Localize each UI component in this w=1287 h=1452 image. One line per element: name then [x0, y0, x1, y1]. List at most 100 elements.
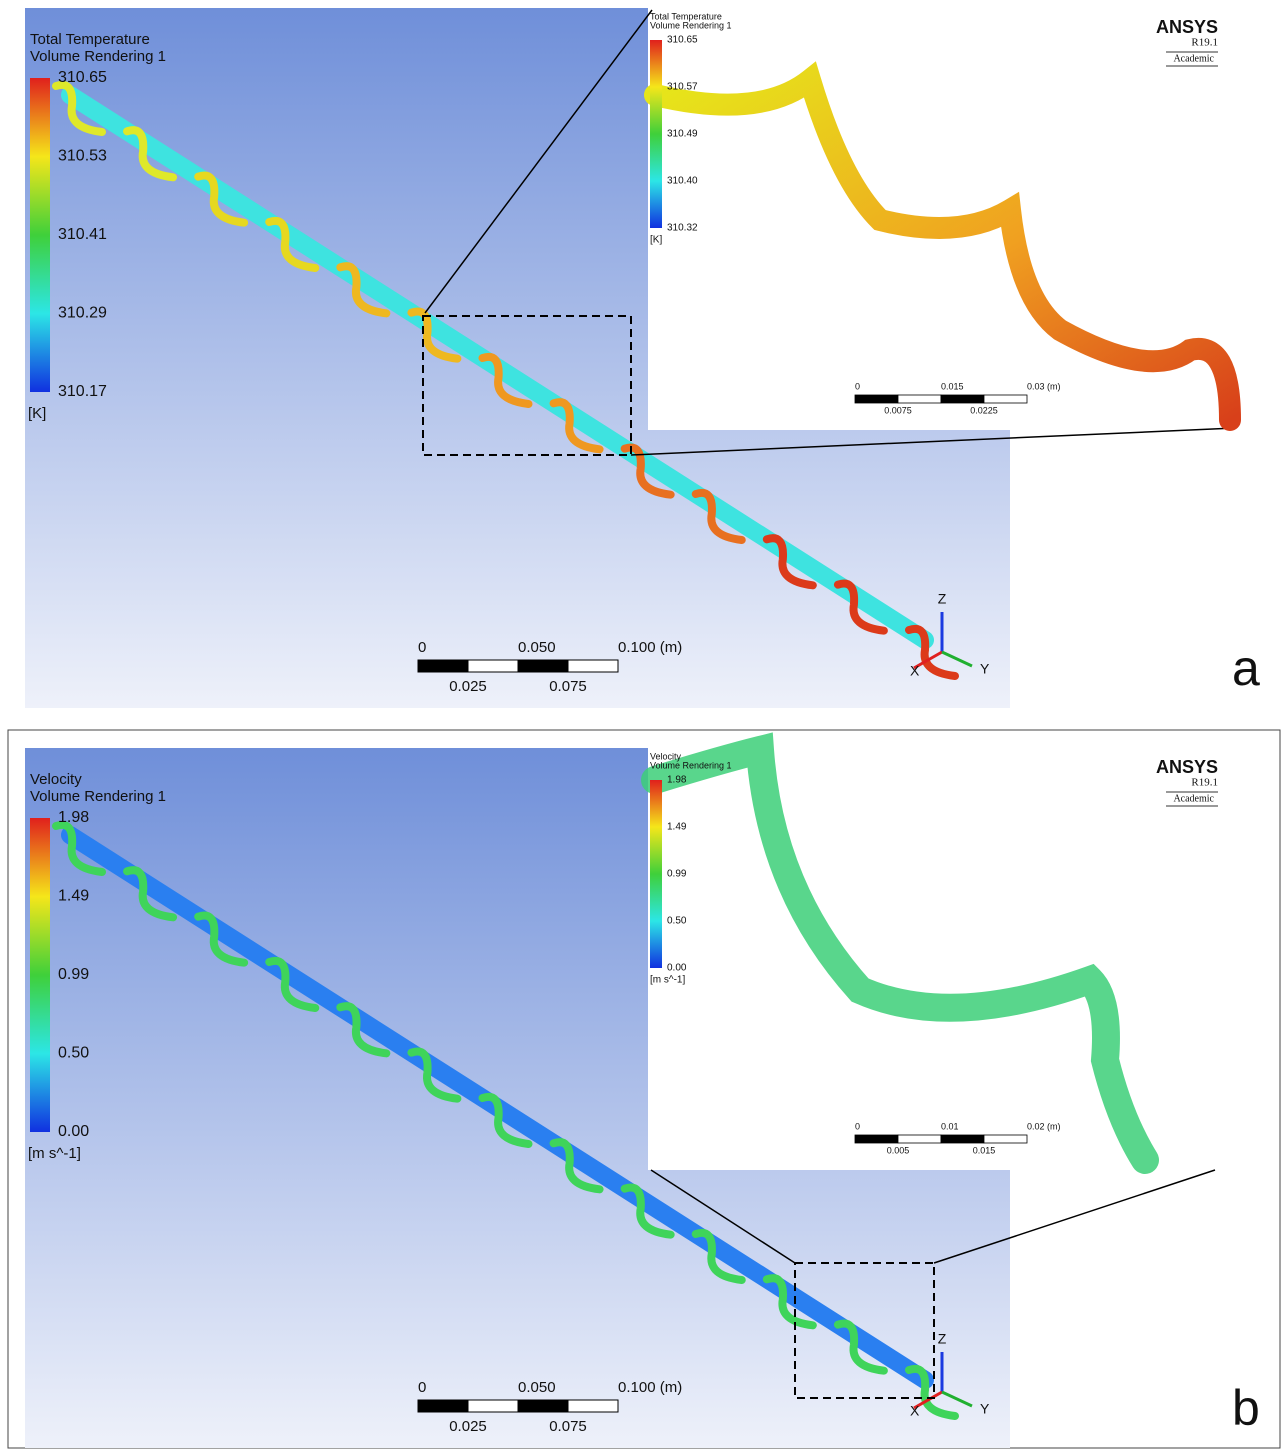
logo-edition: Academic — [1173, 53, 1214, 64]
axis-label: X — [910, 663, 920, 679]
fin — [905, 625, 959, 680]
inset-scale-sublabel: 0.0075 — [884, 405, 912, 415]
panel-letter: a — [1232, 640, 1260, 696]
fin — [549, 1138, 604, 1194]
inset-fin — [641, 732, 1159, 1174]
inset-scale-label: 0.02 (m) — [1027, 1121, 1061, 1131]
colorbar-label: 0.99 — [58, 966, 89, 983]
inset-colorbar-label: 0.00 — [667, 963, 687, 974]
colorbar-label: 1.49 — [58, 888, 89, 905]
inset-scale-label: 0.01 — [941, 1121, 959, 1131]
scale-segment — [417, 659, 469, 673]
axis-label: Y — [980, 661, 990, 677]
axis-label: Y — [980, 1401, 990, 1417]
colorbar-label: 0.50 — [58, 1045, 89, 1062]
fin — [265, 957, 320, 1012]
logo-version: R19.1 — [1191, 37, 1218, 49]
inset-fin — [644, 61, 1241, 431]
inset-scale-segment — [854, 394, 899, 404]
connector — [933, 1169, 1216, 1264]
fin — [762, 534, 817, 590]
scale-label: 0.050 — [518, 639, 556, 656]
inset-scale-label: 0.015 — [941, 381, 964, 391]
colorbar-label: 310.17 — [58, 383, 107, 400]
scale-label: 0.100 (m) — [618, 639, 682, 656]
fin — [123, 126, 178, 182]
axis-label: Z — [938, 1331, 947, 1347]
inset-scale-sublabel: 0.005 — [887, 1145, 910, 1155]
scale-segment — [467, 659, 519, 673]
panel-letter: b — [1232, 1380, 1260, 1436]
zoom-box — [794, 1262, 935, 1399]
axis-y — [941, 1390, 973, 1408]
fin — [194, 911, 249, 967]
inset-scale-label: 0 — [855, 381, 860, 391]
inset — [648, 748, 1240, 1170]
inset-colorbar-label: 0.99 — [667, 869, 687, 880]
fin — [265, 217, 320, 272]
inset-scale-sublabel: 0.0225 — [970, 405, 998, 415]
colorbar-label: 310.41 — [58, 226, 107, 243]
fin — [52, 821, 106, 876]
colorbar-label: 310.29 — [58, 305, 107, 322]
axis-y — [941, 650, 973, 668]
inset-colorbar-label: 310.49 — [667, 129, 698, 140]
fin — [123, 866, 178, 922]
inset-scale-segment — [897, 394, 942, 404]
inset-scale-segment — [983, 1134, 1028, 1144]
scale-label: 0 — [418, 639, 426, 656]
fin — [620, 443, 675, 499]
inset-colorbar-unit: [m s^-1] — [650, 975, 685, 986]
scale-segment — [567, 1399, 619, 1413]
scale-label: 0 — [418, 1379, 426, 1396]
scale-sublabel: 0.075 — [549, 678, 587, 695]
inset-legend-subtitle: Volume Rendering 1 — [650, 760, 732, 770]
fin — [691, 1229, 746, 1284]
inset-scale-segment — [897, 1134, 942, 1144]
inset-colorbar-label: 1.98 — [667, 775, 687, 786]
inset-colorbar — [650, 40, 662, 228]
colorbar — [30, 78, 50, 392]
fin — [407, 307, 462, 363]
inset-colorbar-label: 310.40 — [667, 176, 698, 187]
connector — [650, 1169, 796, 1264]
inset-colorbar — [650, 780, 662, 968]
inset-colorbar-label: 310.65 — [667, 35, 698, 46]
logo-edition: Academic — [1173, 793, 1214, 804]
inset-scale-label: 0 — [855, 1121, 860, 1131]
fin — [691, 489, 746, 544]
fin — [336, 1002, 391, 1058]
fin — [478, 353, 533, 408]
colorbar-unit: [K] — [28, 405, 46, 422]
legend-subtitle: Volume Rendering 1 — [30, 788, 166, 805]
scale-sublabel: 0.025 — [449, 678, 487, 695]
colorbar — [30, 818, 50, 1132]
fin — [478, 1093, 533, 1148]
scale-segment — [567, 659, 619, 673]
fin — [336, 262, 391, 318]
axis-label: Z — [938, 591, 947, 607]
legend-title: Total Temperature — [30, 31, 150, 48]
scale-label: 0.050 — [518, 1379, 556, 1396]
connector — [424, 9, 653, 314]
legend-subtitle: Volume Rendering 1 — [30, 48, 166, 65]
inset-scale-sublabel: 0.015 — [973, 1145, 996, 1155]
zoom-box — [422, 315, 632, 456]
connector — [630, 427, 1236, 456]
legend-title: Velocity — [30, 771, 82, 788]
inset-scale-segment — [940, 1134, 985, 1144]
axis-x — [913, 650, 943, 670]
inset-colorbar-label: 310.57 — [667, 82, 698, 93]
fin — [762, 1274, 817, 1330]
fin — [905, 1365, 959, 1420]
colorbar-label: 310.65 — [58, 69, 107, 86]
scale-segment — [517, 1399, 569, 1413]
inset-scale-segment — [854, 1134, 899, 1144]
inset-scale-segment — [940, 394, 985, 404]
inset-colorbar-unit: [K] — [650, 235, 662, 246]
fin — [407, 1047, 462, 1103]
inset-scale-label: 0.03 (m) — [1027, 381, 1061, 391]
